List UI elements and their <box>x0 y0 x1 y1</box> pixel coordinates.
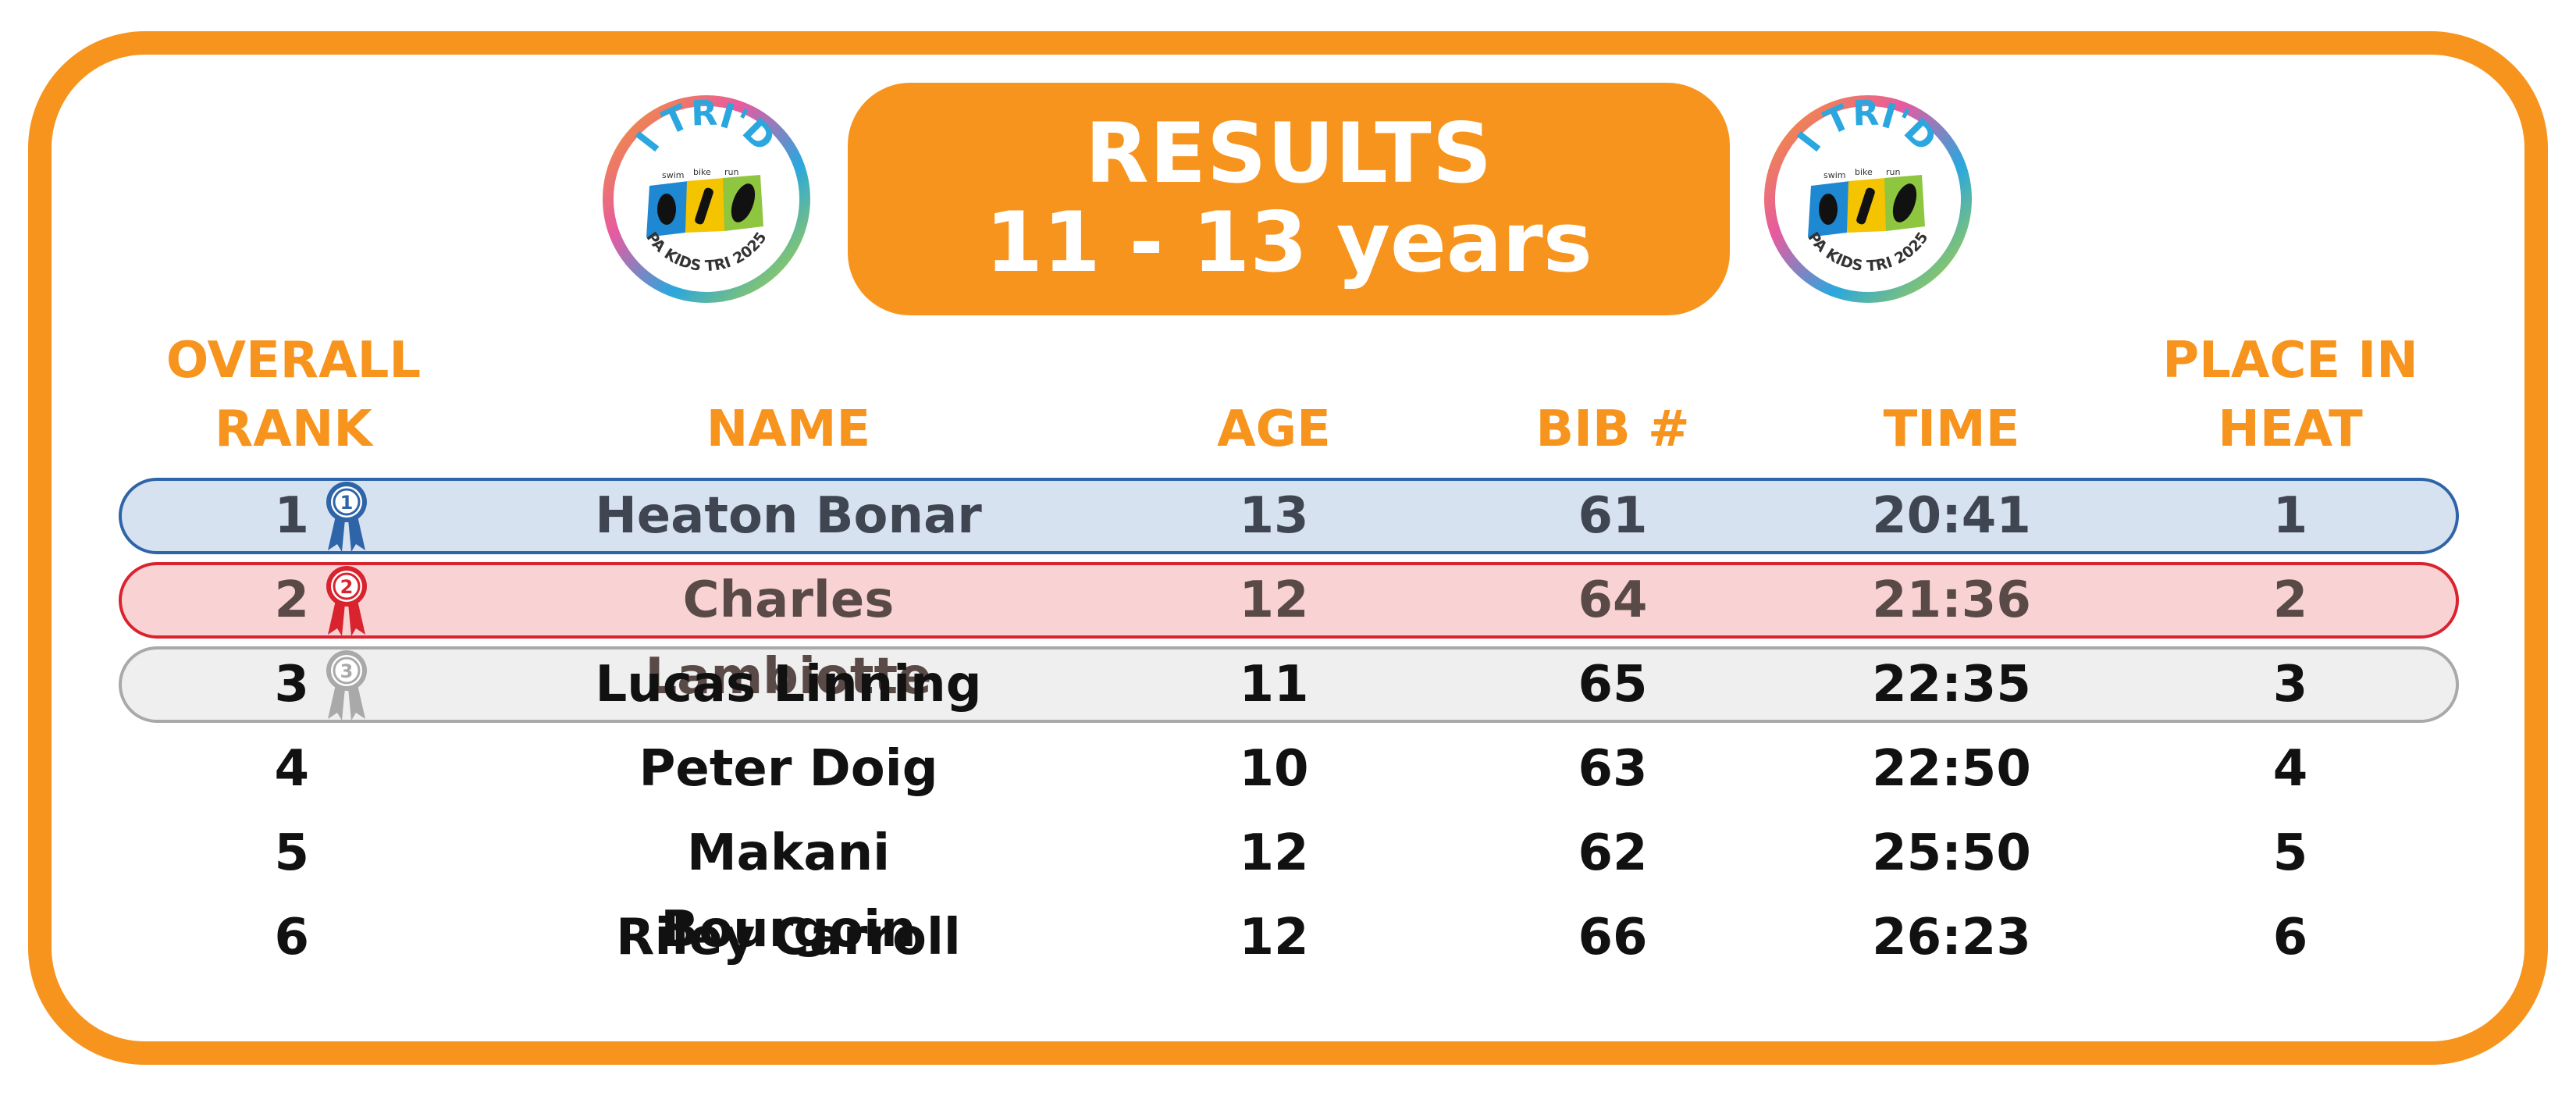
rank-cell: 6 <box>274 909 309 966</box>
logo-sport-labels: swim bike run <box>1823 167 1900 180</box>
podium-row-first <box>119 478 2459 554</box>
col-header-time: TIME <box>1883 400 2020 458</box>
svg-text:run: run <box>1886 167 1900 177</box>
name-cell: Riley Carroll <box>616 909 961 966</box>
rank-cell: 3 <box>274 656 309 713</box>
age-cell: 13 <box>1239 487 1309 545</box>
place-in-heat-cell: 4 <box>2272 740 2308 798</box>
podium-row-third <box>119 646 2459 723</box>
age-cell: 10 <box>1239 740 1309 798</box>
name-cell: Charles Lambiotte <box>645 571 932 706</box>
rank-cell: 4 <box>274 740 309 798</box>
svg-text:bike: bike <box>1855 167 1873 177</box>
page-title: RESULTS <box>1084 105 1493 201</box>
place-in-heat-cell: 5 <box>2272 824 2308 882</box>
bib-cell: 61 <box>1578 487 1648 545</box>
age-group-subtitle: 11 - 13 years <box>985 194 1592 290</box>
bib-cell: 62 <box>1578 824 1648 882</box>
medal-number: 3 <box>340 660 354 682</box>
col-header-age: AGE <box>1217 400 1331 458</box>
medal-number: 1 <box>340 492 354 514</box>
age-cell: 12 <box>1239 909 1309 966</box>
bib-cell: 63 <box>1578 740 1648 798</box>
age-cell: 12 <box>1239 824 1309 882</box>
logo-sport-labels: swim bike run <box>662 167 738 180</box>
kids-tri-logo-right: I TRI'D swim bike run PA KIDS TRI 2025 <box>1764 94 1972 303</box>
name-cell: Peter Doig <box>639 740 938 798</box>
time-cell: 22:50 <box>1872 740 2031 798</box>
col-header-name: NAME <box>706 400 871 458</box>
place-in-heat-cell: 1 <box>2272 487 2308 545</box>
svg-text:swim: swim <box>1823 170 1846 180</box>
bib-cell: 66 <box>1578 909 1648 966</box>
title-banner: RESULTS 11 - 13 years <box>848 83 1730 315</box>
time-cell: 22:35 <box>1872 656 2031 713</box>
col-header-place-in-heat: PLACE IN HEAT <box>2162 332 2418 458</box>
name-cell: Makani Bourgoin <box>660 824 916 959</box>
bib-cell: 64 <box>1578 571 1648 629</box>
age-cell: 11 <box>1239 656 1309 713</box>
rank-cell: 1 <box>274 487 309 545</box>
time-cell: 26:23 <box>1872 909 2031 966</box>
svg-text:swim: swim <box>662 170 685 180</box>
bib-cell: 65 <box>1578 656 1648 713</box>
medal-ribbon-icon: 1 <box>326 482 367 552</box>
kids-tri-logo-left: I TRI'D swim bike run PA KIDS TRI 2025 <box>603 94 810 303</box>
place-in-heat-cell: 6 <box>2272 909 2308 966</box>
medal-number: 2 <box>340 576 354 598</box>
time-cell: 20:41 <box>1872 487 2031 545</box>
col-header-rank: OVERALL RANK <box>165 332 422 458</box>
time-cell: 25:50 <box>1872 824 2031 882</box>
col-header-bib: BIB # <box>1535 400 1690 458</box>
rank-cell: 5 <box>274 824 309 882</box>
name-cell: Heaton Bonar <box>595 487 982 545</box>
name-cell: Lucas Linning <box>595 656 982 713</box>
svg-text:run: run <box>724 167 738 177</box>
medal-ribbon-icon: 2 <box>326 566 367 636</box>
place-in-heat-cell: 3 <box>2272 656 2308 713</box>
medal-ribbon-icon: 3 <box>326 650 367 721</box>
svg-text:bike: bike <box>693 167 711 177</box>
podium-row-second <box>119 562 2459 639</box>
age-cell: 12 <box>1239 571 1309 629</box>
time-cell: 21:36 <box>1872 571 2031 629</box>
rank-cell: 2 <box>274 571 309 629</box>
place-in-heat-cell: 2 <box>2272 571 2308 629</box>
